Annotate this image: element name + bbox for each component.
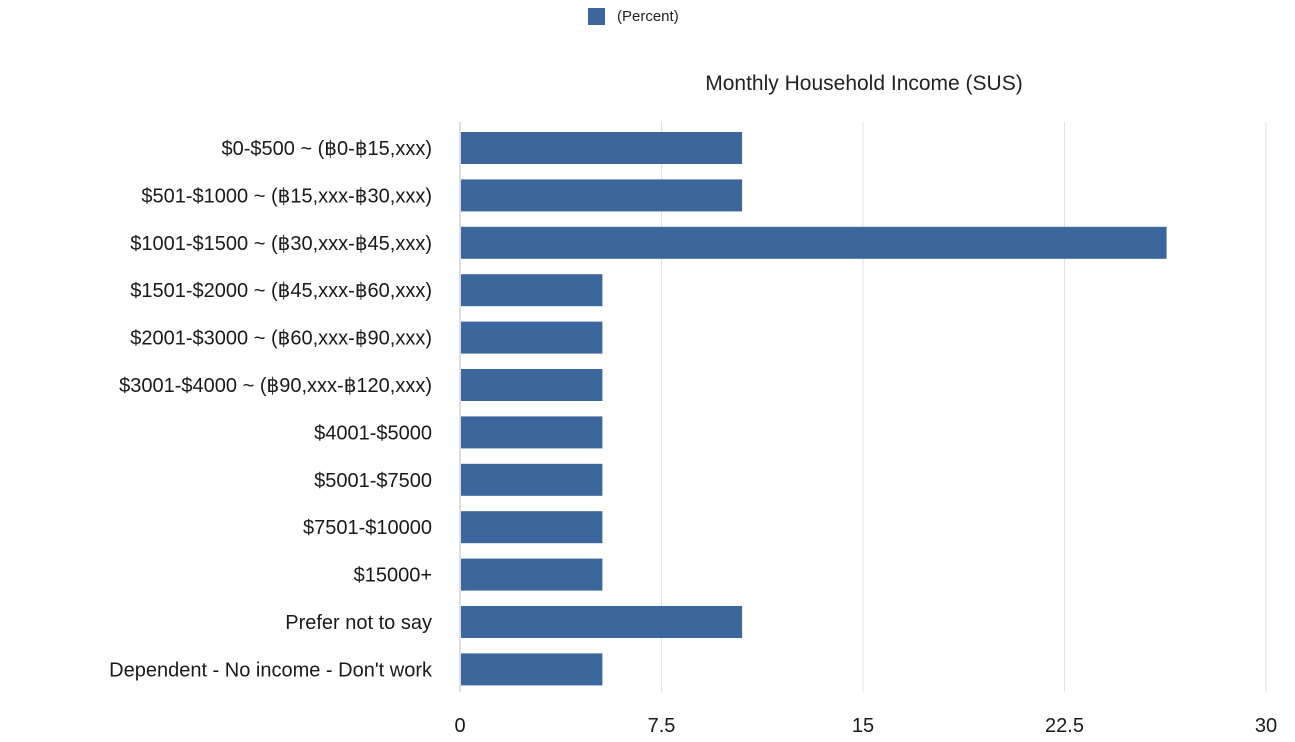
bar [461, 416, 603, 449]
legend-swatch [588, 8, 605, 25]
bar [461, 321, 603, 354]
bar [461, 369, 603, 401]
x-tick-label: 22.5 [1045, 715, 1084, 737]
chart-title: Monthly Household Income (SUS) [705, 72, 1023, 95]
legend-label: (Percent) [617, 8, 679, 25]
category-label: $15000+ [354, 565, 432, 587]
bar [461, 179, 743, 212]
category-label: Prefer not to say [285, 612, 432, 634]
bar [461, 226, 1167, 259]
bar [461, 274, 603, 307]
bar [461, 558, 603, 591]
bar [461, 463, 603, 496]
bar [461, 653, 603, 686]
bar [461, 606, 743, 638]
category-label: $3001-$4000 ~ (฿90,xxx-฿120,xxx) [119, 375, 432, 397]
x-tick-label: 15 [852, 715, 874, 737]
category-label: $0-$500 ~ (฿0-฿15,xxx) [221, 138, 432, 160]
x-tick-label: 30 [1255, 715, 1277, 737]
bar [461, 511, 603, 544]
category-label: $501-$1000 ~ (฿15,xxx-฿30,xxx) [141, 185, 432, 207]
category-label: $4001-$5000 [314, 422, 432, 444]
x-tick-label: 7.5 [648, 715, 676, 737]
category-label: $5001-$7500 [314, 470, 432, 492]
category-label: $2001-$3000 ~ (฿60,xxx-฿90,xxx) [130, 328, 432, 350]
legend: (Percent) [588, 8, 679, 25]
bar [461, 132, 743, 164]
category-label: $7501-$10000 [303, 517, 432, 539]
category-label: Dependent - No income - Don't work [109, 659, 433, 681]
x-tick-label: 0 [454, 715, 465, 737]
category-label: $1001-$1500 ~ (฿30,xxx-฿45,xxx) [130, 233, 432, 255]
category-label: $1501-$2000 ~ (฿45,xxx-฿60,xxx) [130, 280, 432, 302]
